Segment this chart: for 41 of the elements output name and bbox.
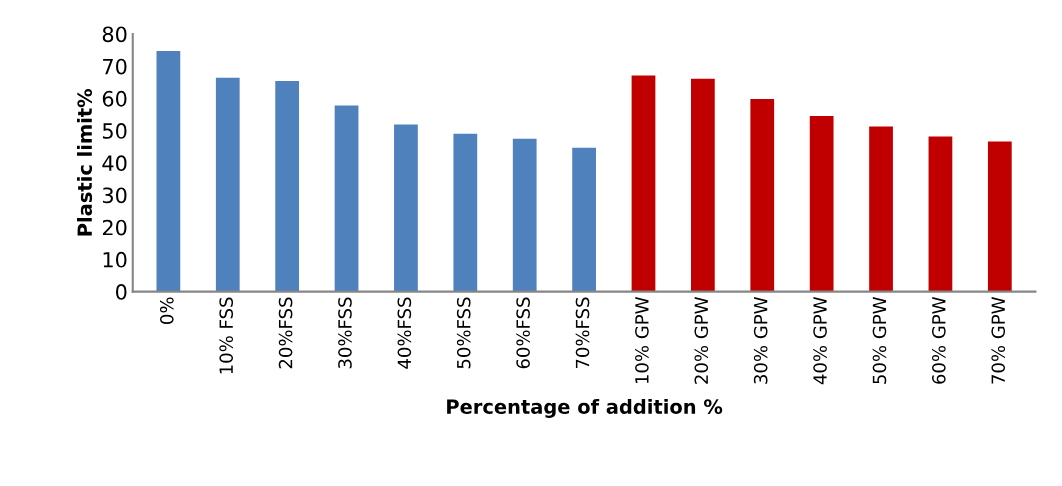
bar	[869, 126, 893, 292]
bar	[334, 105, 359, 292]
bar	[512, 138, 537, 292]
x-tick-label: 20% GPW	[694, 297, 709, 384]
x-axis-title: Percentage of addition %	[447, 398, 723, 418]
x-tick-label: 60% GPW	[932, 297, 946, 384]
y-tick-label: 50	[102, 123, 127, 139]
x-tick-label: 50% GPW	[872, 297, 887, 384]
x-tick-label: 30%FSS	[338, 297, 352, 369]
y-tick-label: 60	[102, 90, 127, 107]
bar	[275, 81, 300, 292]
y-tick-label: 30	[102, 187, 127, 204]
x-tick-label: 70%FSS	[575, 297, 590, 369]
y-tick-label: 0	[116, 284, 127, 300]
x-tick-label: 60%FSS	[516, 297, 530, 369]
x-tick-label: 30% GPW	[753, 297, 768, 384]
x-tick-label: 40%FSS	[397, 297, 412, 369]
bar	[572, 147, 596, 292]
bar	[453, 133, 478, 292]
bar	[631, 75, 656, 292]
x-tick-label: 10% GPW	[635, 297, 649, 384]
bar	[215, 77, 240, 292]
y-tick-label: 70	[103, 58, 127, 75]
x-tick-label: 0%	[159, 297, 174, 324]
x-tick-label: 50%FSS	[456, 297, 471, 369]
bar	[987, 141, 1012, 292]
bar	[156, 51, 181, 292]
bar	[394, 124, 418, 292]
bar	[809, 116, 834, 292]
y-axis-title: Plastic limit%	[77, 88, 93, 236]
bar	[928, 136, 953, 292]
y-tick-label: 20	[102, 219, 127, 236]
y-tick-label: 40	[102, 155, 127, 172]
x-tick-label: 10% FSS	[219, 297, 234, 374]
bar	[691, 78, 715, 292]
x-tick-label: 40% GPW	[813, 297, 827, 385]
x-tick-label: 70% GPW	[991, 297, 1006, 384]
x-tick-label: 20%FSS	[278, 297, 293, 369]
y-tick-label: 10	[103, 251, 127, 268]
bar	[750, 99, 775, 292]
y-tick-label: 80	[102, 26, 127, 43]
